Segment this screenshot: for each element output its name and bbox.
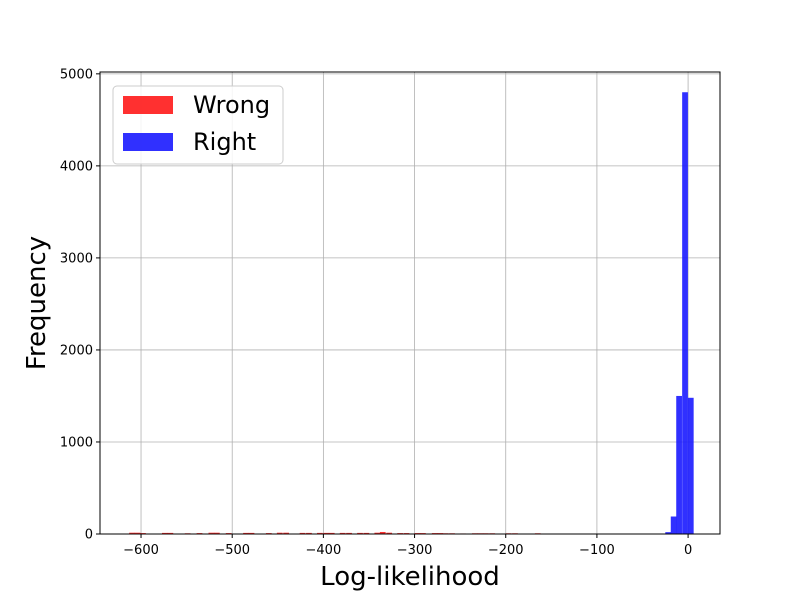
y-tick-label: 5000 <box>60 67 93 82</box>
y-tick-label: 2000 <box>60 343 93 358</box>
bar-wrong <box>323 532 330 534</box>
bar-right <box>682 92 688 534</box>
x-tick-label: −600 <box>123 543 159 558</box>
y-tick-label: 1000 <box>60 435 93 450</box>
bar-wrong <box>339 532 346 534</box>
bar-wrong <box>357 532 363 534</box>
bar-right <box>670 516 677 534</box>
bar-wrong <box>129 532 135 534</box>
bar-right <box>665 532 672 534</box>
x-tick-label: −200 <box>488 543 524 558</box>
x-tick-label: −100 <box>579 543 615 558</box>
bar-wrong <box>317 532 323 534</box>
x-tick-label: −400 <box>306 543 342 558</box>
y-tick-label: 4000 <box>60 159 93 174</box>
y-tick-label: 0 <box>85 528 93 543</box>
bar-wrong <box>167 532 174 534</box>
legend-label-wrong: Wrong <box>193 91 270 119</box>
x-tick-label: −500 <box>214 543 250 558</box>
bar-wrong <box>299 532 306 534</box>
bar-wrong <box>283 532 290 534</box>
legend-swatch-right <box>123 133 173 151</box>
x-tick-label: 0 <box>684 543 692 558</box>
bar-wrong <box>243 532 249 534</box>
legend-label-right: Right <box>193 128 256 156</box>
bar-wrong <box>346 532 352 534</box>
y-axis-ticks: 0 1000 2000 3000 4000 5000 <box>60 67 100 543</box>
bar-wrong <box>386 532 393 534</box>
bar-right <box>676 395 682 534</box>
bar-wrong <box>363 532 370 534</box>
histogram-bars <box>129 92 694 534</box>
legend: Wrong Right <box>112 85 284 165</box>
bar-wrong <box>328 532 335 534</box>
bar-wrong <box>162 532 168 534</box>
x-axis-label: Log-likelihood <box>320 562 500 592</box>
y-tick-label: 3000 <box>60 251 93 266</box>
bar-wrong <box>379 531 386 534</box>
bar-wrong <box>306 532 312 534</box>
x-axis-ticks: −600 −500 −400 −300 −200 −100 0 <box>123 534 692 558</box>
bar-wrong <box>374 532 381 534</box>
bar-wrong <box>213 532 220 534</box>
bar-right <box>687 397 694 534</box>
bar-wrong <box>208 532 215 534</box>
bar-wrong <box>276 532 283 534</box>
y-axis-label: Frequency <box>22 236 52 370</box>
x-tick-label: −300 <box>397 543 433 558</box>
bar-wrong <box>248 532 255 534</box>
legend-swatch-wrong <box>123 96 173 114</box>
bar-wrong <box>134 532 141 534</box>
plot-frame <box>99 71 721 535</box>
